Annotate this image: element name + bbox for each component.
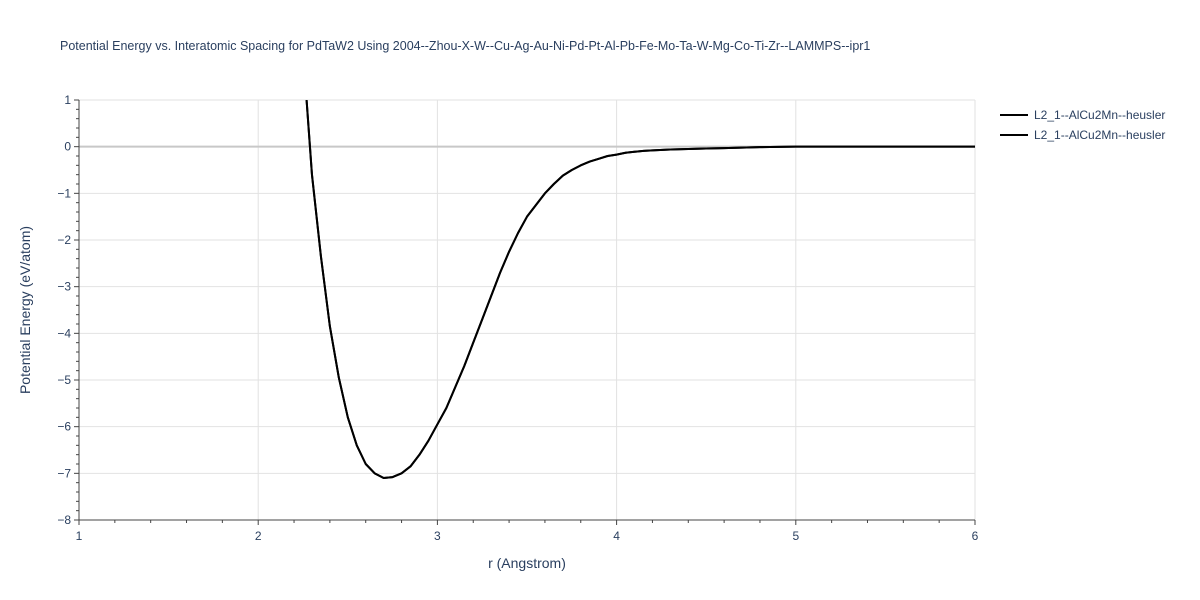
chart-title: Potential Energy vs. Interatomic Spacing…: [60, 39, 870, 53]
x-tick-label: 3: [434, 529, 441, 543]
x-axis-title: r (Angstrom): [488, 555, 566, 571]
y-tick-label: −5: [57, 373, 71, 387]
x-tick-label: 1: [76, 529, 83, 543]
x-axis: 1 2 3 4 5 6: [76, 519, 979, 543]
y-tick-label: 1: [64, 93, 71, 107]
y-tick-label: −8: [57, 513, 71, 527]
legend-item[interactable]: L2_1--AlCu2Mn--heusler: [1000, 128, 1165, 142]
x-tick-label: 6: [972, 529, 979, 543]
legend-label: L2_1--AlCu2Mn--heusler: [1034, 128, 1165, 142]
legend[interactable]: L2_1--AlCu2Mn--heusler L2_1--AlCu2Mn--heu…: [1000, 108, 1165, 142]
y-tick-label: −1: [57, 186, 71, 200]
y-tick-label: −2: [57, 233, 71, 247]
x-tick-label: 5: [792, 529, 799, 543]
legend-label: L2_1--AlCu2Mn--heusler: [1034, 108, 1165, 122]
y-tick-label: −4: [57, 326, 71, 340]
x-tick-label: 4: [613, 529, 620, 543]
y-axis-title: Potential Energy (eV/atom): [17, 226, 33, 394]
series-line-0: [305, 100, 975, 479]
y-tick-label: 0: [64, 140, 71, 154]
series-line-1: [305, 100, 975, 479]
x-tick-label: 2: [255, 529, 262, 543]
y-tick-label: −3: [57, 280, 71, 294]
legend-item[interactable]: L2_1--AlCu2Mn--heusler: [1000, 108, 1165, 122]
grid: [79, 99, 976, 520]
y-tick-label: −6: [57, 420, 71, 434]
y-tick-label: −7: [57, 466, 71, 480]
y-axis: 1 0 −1 −2 −3 −4 −5 −6 −7 −8: [57, 93, 80, 527]
series-group: [305, 100, 975, 479]
